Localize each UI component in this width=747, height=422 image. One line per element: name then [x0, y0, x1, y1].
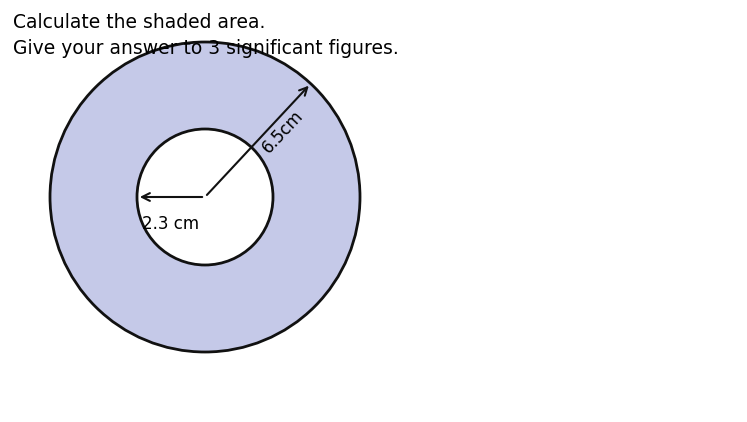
Circle shape [50, 42, 360, 352]
Text: Calculate the shaded area.
Give your answer to 3 significant figures.: Calculate the shaded area. Give your ans… [13, 13, 399, 58]
Text: 2.3 cm: 2.3 cm [142, 215, 199, 233]
Text: 6.5cm: 6.5cm [259, 107, 308, 157]
Circle shape [137, 129, 273, 265]
